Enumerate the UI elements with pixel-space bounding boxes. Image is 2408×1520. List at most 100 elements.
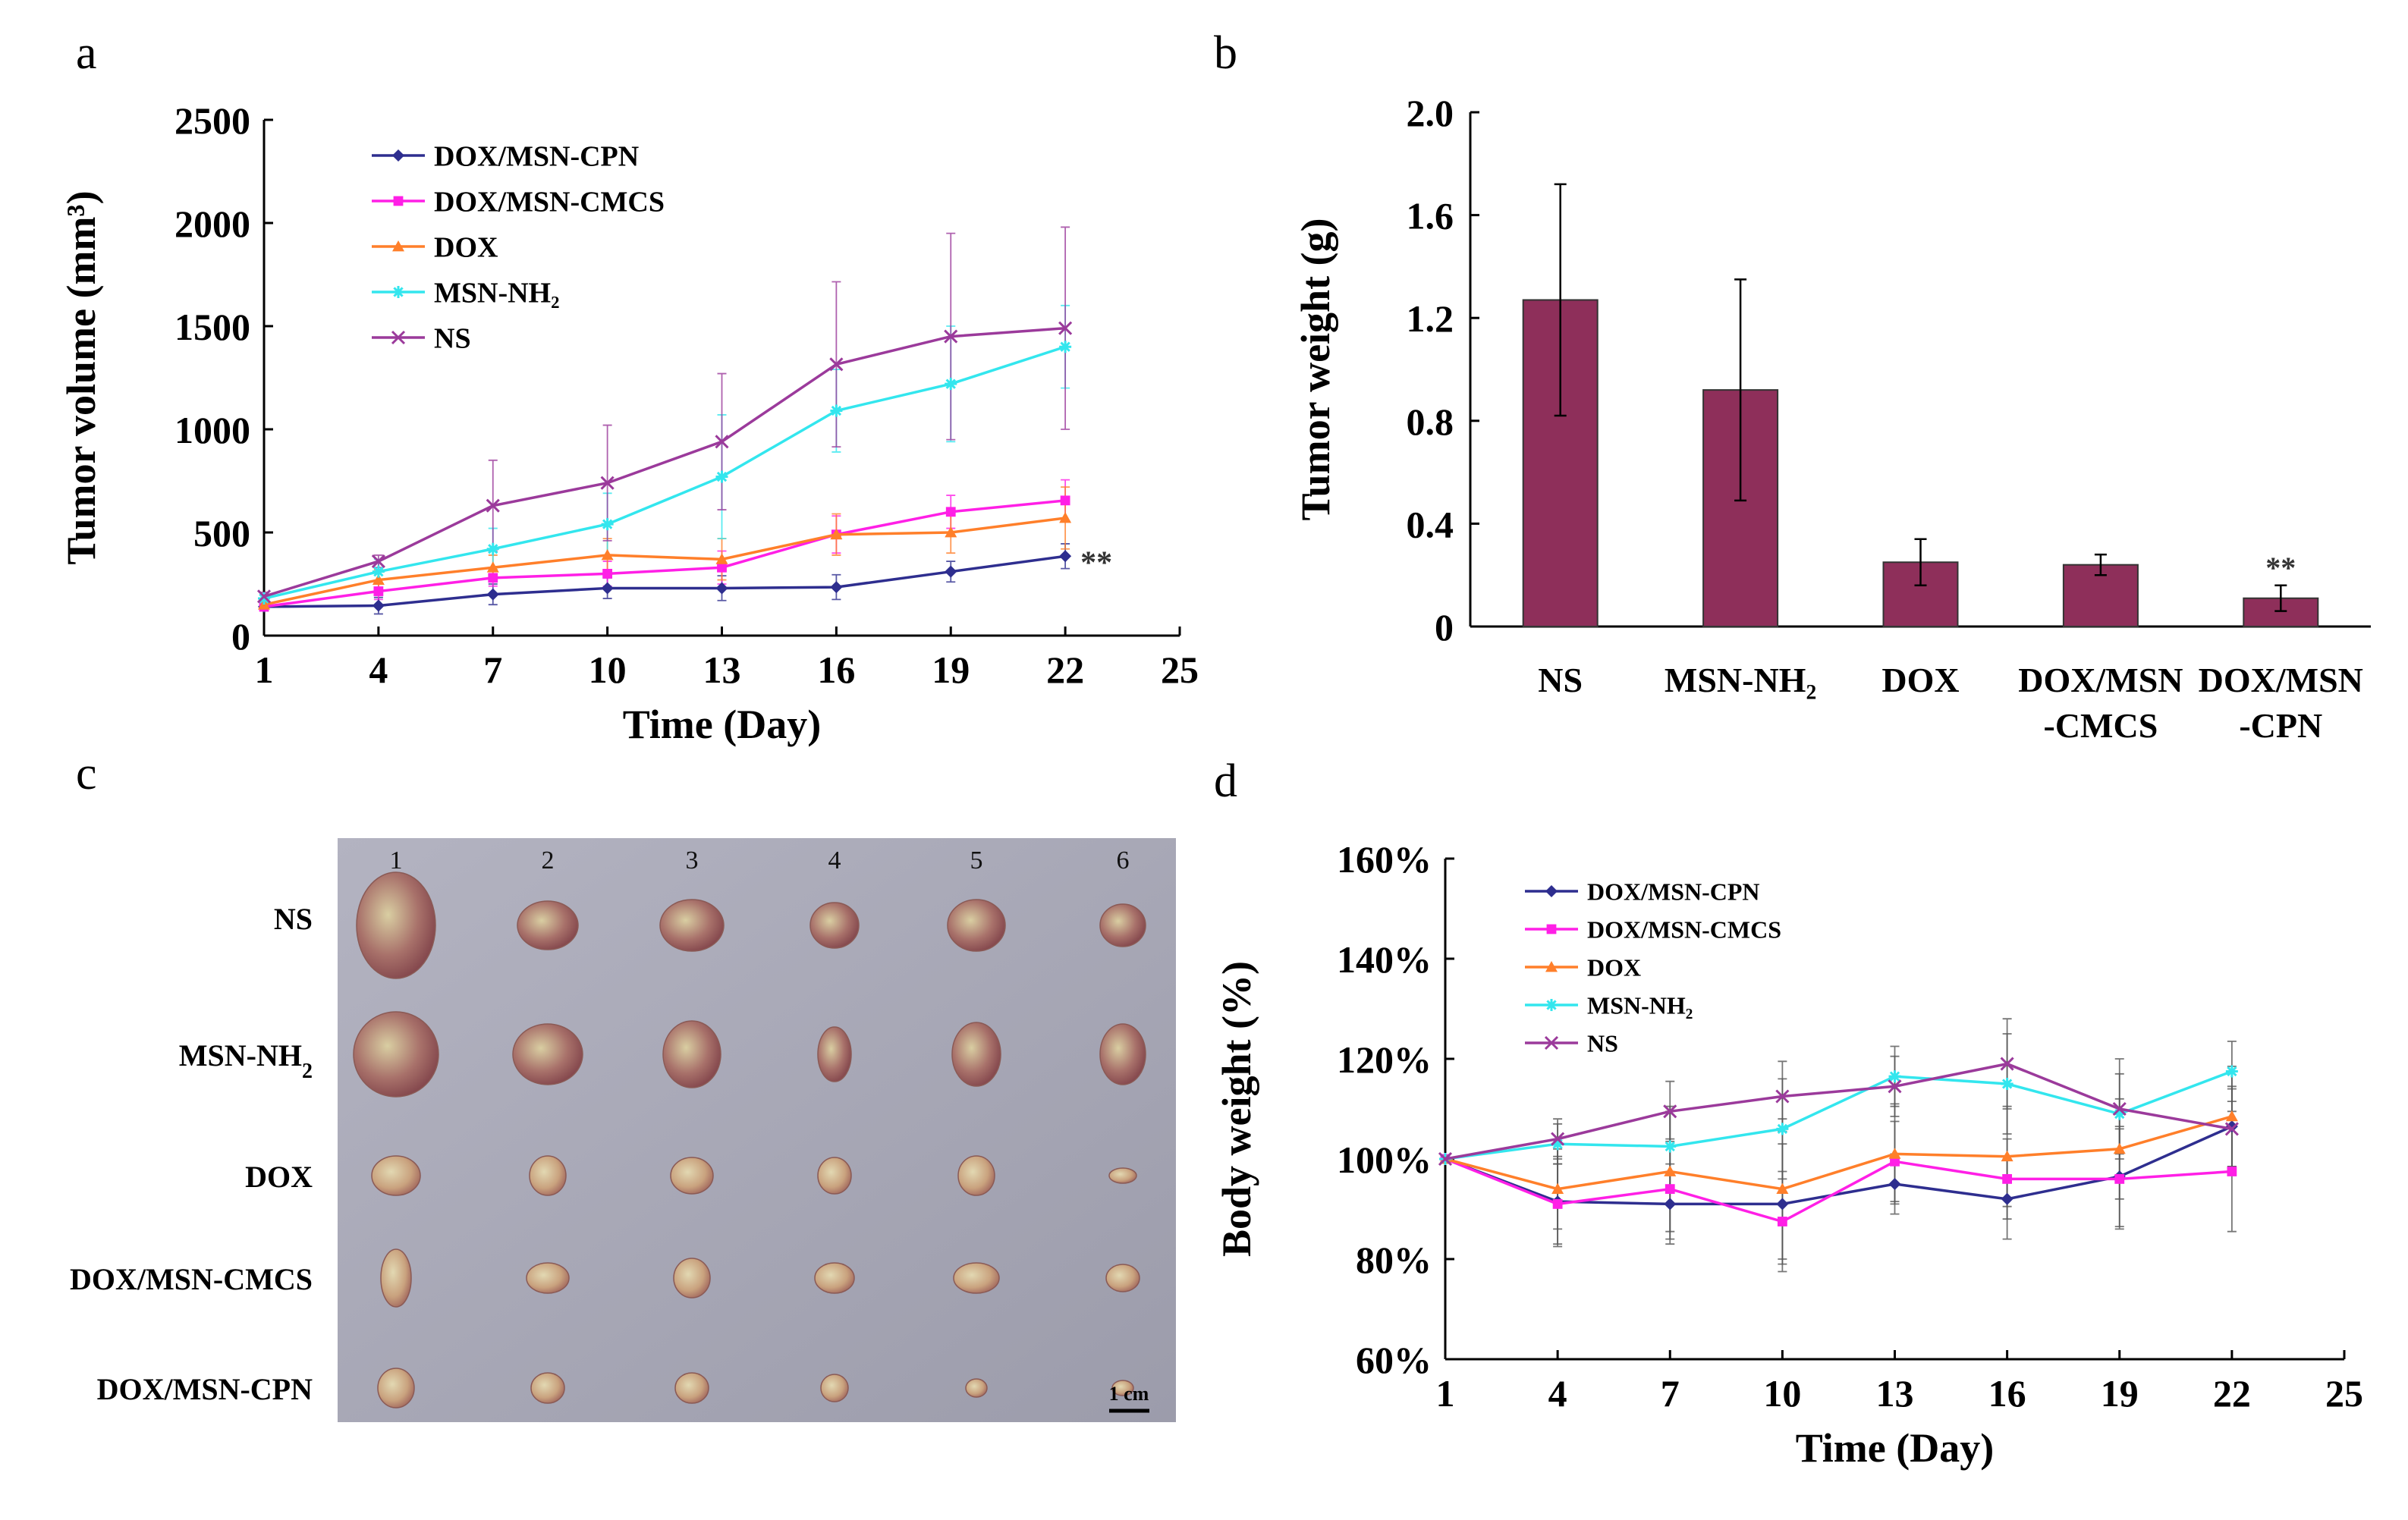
tumor-sample bbox=[820, 1374, 849, 1402]
x-tick-label: 25 bbox=[1161, 649, 1199, 691]
y-tick-label: 100% bbox=[1337, 1138, 1432, 1181]
tumor-sample bbox=[957, 1155, 995, 1196]
point-dox-msn-cmcs bbox=[2114, 1174, 2125, 1184]
tumor-sample bbox=[512, 1023, 583, 1085]
point-ns bbox=[1888, 1079, 1902, 1094]
legend-marker-ns bbox=[391, 330, 406, 345]
point-ns bbox=[1663, 1104, 1677, 1119]
legend-marker-msn-nh2 bbox=[1545, 999, 1558, 1011]
panel-label-c: c bbox=[76, 748, 97, 799]
x-tick-label: 19 bbox=[932, 649, 970, 691]
point-dox bbox=[601, 548, 614, 561]
point-msn-nh2 bbox=[2001, 1078, 2013, 1090]
tumor-sample bbox=[662, 1020, 721, 1088]
tumor-sample bbox=[670, 1157, 714, 1195]
tumor-sample bbox=[817, 1157, 852, 1195]
x-tick-label: 13 bbox=[703, 649, 741, 691]
tumor-sample bbox=[380, 1248, 412, 1308]
point-dox-msn-cmcs bbox=[945, 507, 956, 517]
x-tick-label: 10 bbox=[1763, 1372, 1801, 1415]
point-msn-nh2 bbox=[1059, 341, 1072, 353]
tumor-sample bbox=[659, 899, 725, 952]
point-dox-msn-cmcs bbox=[2227, 1167, 2237, 1176]
point-dox-msn-cmcs bbox=[602, 569, 613, 579]
legend-marker-dox bbox=[1545, 961, 1558, 972]
y-tick-label: 1500 bbox=[174, 306, 250, 348]
row-label-ns: NS bbox=[274, 902, 313, 936]
x-tick-label: 10 bbox=[589, 649, 627, 691]
point-dox bbox=[2225, 1110, 2238, 1122]
category-label: DOX/MSN bbox=[2018, 661, 2183, 699]
x-axis-title: Time (Day) bbox=[623, 702, 821, 747]
y-tick-label: 120% bbox=[1337, 1038, 1432, 1081]
point-dox-msn-cpn bbox=[372, 599, 385, 612]
column-number: 3 bbox=[686, 846, 699, 875]
point-dox-msn-cmcs bbox=[373, 586, 384, 596]
series-line-msn-nh2 bbox=[1444, 1069, 2233, 1160]
point-dox bbox=[1059, 511, 1072, 523]
significance-marker: ** bbox=[2265, 551, 2296, 585]
tumor-sample bbox=[526, 1262, 570, 1294]
x-tick-label: 19 bbox=[2101, 1372, 2139, 1415]
point-dox bbox=[945, 526, 957, 538]
point-dox bbox=[1776, 1182, 1789, 1194]
legend-marker-msn-nh2 bbox=[392, 286, 404, 298]
bar-error bbox=[1914, 538, 1927, 587]
bar-error bbox=[2274, 584, 2287, 612]
tumor-sample bbox=[517, 900, 579, 950]
series-line-dox-msn-cmcs bbox=[1444, 1157, 2232, 1223]
point-msn-nh2 bbox=[2113, 1107, 2126, 1120]
point-msn-nh2 bbox=[372, 565, 385, 578]
bar-error bbox=[1734, 278, 1747, 502]
column-number: 6 bbox=[1117, 846, 1130, 875]
y-tick-label: 0 bbox=[231, 615, 250, 658]
tumor-sample bbox=[530, 1372, 565, 1404]
column-number: 5 bbox=[970, 846, 983, 875]
x-axis-title: Time (Day) bbox=[1796, 1425, 1994, 1471]
y-tick-label: 160% bbox=[1337, 838, 1432, 881]
x-tick-label: 22 bbox=[1046, 649, 1084, 691]
point-dox bbox=[2113, 1142, 2126, 1154]
significance-marker: ** bbox=[1080, 545, 1112, 580]
panel-label-d: d bbox=[1214, 755, 1237, 807]
legend-label-ns: NS bbox=[1587, 1030, 1618, 1057]
x-tick-label: 22 bbox=[2213, 1372, 2251, 1415]
point-msn-nh2 bbox=[1664, 1140, 1677, 1153]
category-label: MSN-NH₂ bbox=[1665, 661, 1816, 699]
point-dox-msn-cpn bbox=[2001, 1192, 2013, 1205]
bar-error bbox=[1554, 183, 1567, 417]
point-dox-msn-cpn bbox=[2225, 1120, 2238, 1133]
column-number: 1 bbox=[390, 846, 403, 875]
tumor-sample bbox=[953, 1262, 1000, 1294]
series-line-dox-msn-cpn bbox=[263, 554, 1066, 608]
point-msn-nh2 bbox=[715, 470, 728, 483]
point-dox-msn-cpn bbox=[945, 565, 957, 578]
point-dox-msn-cmcs bbox=[717, 562, 727, 573]
point-ns bbox=[715, 435, 729, 449]
y-tick-label: 1000 bbox=[174, 409, 250, 451]
category-label: DOX bbox=[1881, 661, 1959, 699]
tumor-sample bbox=[377, 1368, 415, 1409]
y-tick-label: 140% bbox=[1337, 938, 1432, 981]
chart-tumor-volume: 1 4 7 10 13 16 19 22 25 0 500 1000 1500 2000 2500 Time … bbox=[58, 99, 1199, 747]
point-ns bbox=[2112, 1101, 2127, 1116]
tumor-sample bbox=[814, 1262, 855, 1294]
series-line-dox bbox=[1444, 1115, 2233, 1191]
bar-error bbox=[2094, 553, 2107, 576]
point-ns bbox=[2000, 1057, 2014, 1071]
x-tick-label: 7 bbox=[483, 649, 502, 691]
tumor-sample bbox=[947, 899, 1006, 952]
y-tick-label: 1.2 bbox=[1407, 297, 1454, 340]
point-dox-msn-cmcs bbox=[1552, 1199, 1563, 1209]
y-axis-title: Tumor volume (mm³) bbox=[58, 190, 104, 564]
point-msn-nh2 bbox=[1776, 1123, 1789, 1135]
y-tick-label: 2500 bbox=[174, 99, 250, 142]
x-tick-label: 1 bbox=[1436, 1372, 1455, 1415]
point-msn-nh2 bbox=[601, 518, 614, 531]
y-tick-label: 0.4 bbox=[1407, 503, 1454, 545]
point-ns bbox=[486, 498, 500, 513]
point-dox bbox=[372, 573, 385, 585]
tumor-sample bbox=[817, 1026, 852, 1082]
x-tick-label: 1 bbox=[255, 649, 274, 691]
